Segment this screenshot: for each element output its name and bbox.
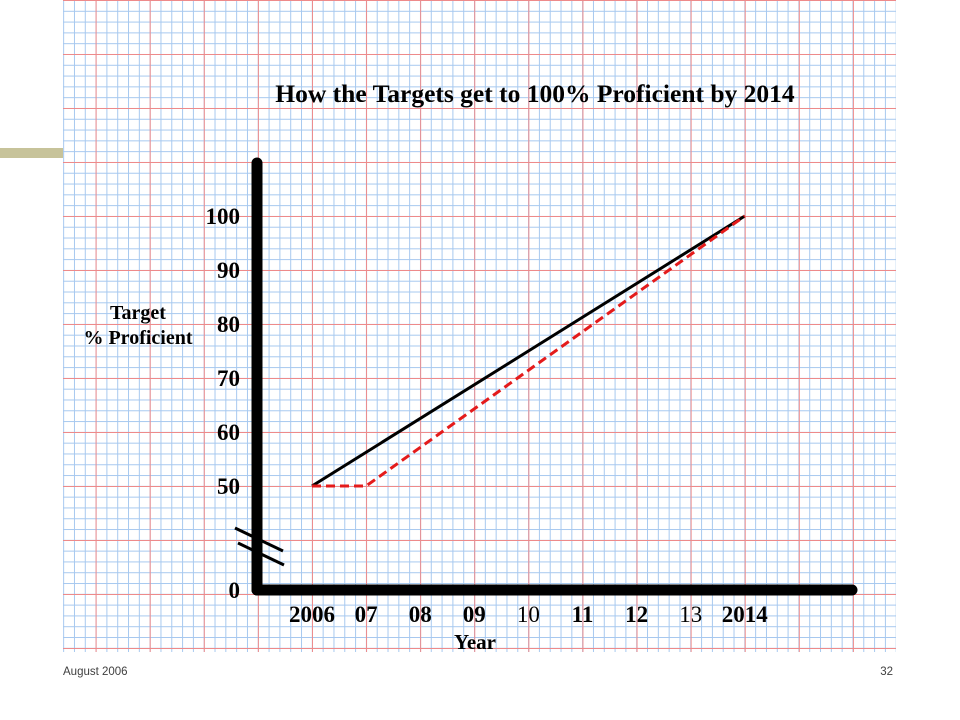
graph-paper-background: [63, 0, 896, 652]
y-tick-label: 100: [206, 204, 241, 229]
x-tick-label: 11: [572, 602, 594, 627]
y-tick-label: 90: [217, 258, 240, 283]
y-axis-label-line-2: % Proficient: [83, 327, 192, 349]
series-dashed-line: [312, 214, 746, 488]
slide-accent-bar: [0, 148, 63, 158]
y-tick-labels: 0 50 60 70 80 90 100: [206, 204, 241, 603]
axis-break-mark: [237, 541, 285, 567]
x-tick-label: 09: [463, 602, 486, 627]
x-tick-label: 2014: [722, 602, 769, 627]
chart-title: How the Targets get to 100% Proficient b…: [275, 79, 795, 108]
series-solid-line: [311, 214, 746, 488]
x-tick-label: 08: [409, 602, 432, 627]
y-tick-label: 70: [217, 366, 240, 391]
x-tick-label: 13: [679, 602, 702, 627]
axis-break-mark: [234, 526, 284, 553]
x-axis-label: Year: [454, 630, 496, 654]
series-group: [311, 214, 746, 488]
y-tick-label: 0: [229, 578, 241, 603]
x-tick-label: 10: [517, 602, 540, 627]
x-tick-label: 2006: [289, 602, 335, 627]
y-tick-label: 80: [217, 312, 240, 337]
y-tick-label: 60: [217, 420, 240, 445]
x-tick-label: 12: [625, 602, 648, 627]
y-axis-label-line-1: Target: [110, 302, 166, 324]
y-tick-label: 50: [217, 474, 240, 499]
footer-date: August 2006: [63, 666, 128, 678]
slide-number: 32: [880, 666, 893, 678]
x-tick-label: 07: [355, 602, 378, 627]
x-tick-labels: 2006 07 08 09 10 11 12 13 2014: [289, 602, 768, 627]
